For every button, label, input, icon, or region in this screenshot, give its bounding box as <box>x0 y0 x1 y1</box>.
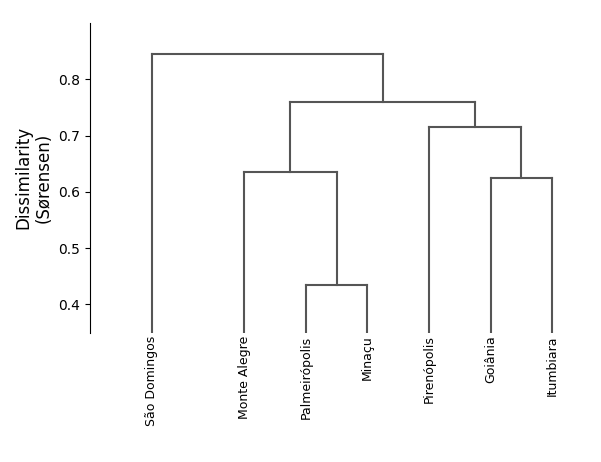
Text: Pirenópolis: Pirenópolis <box>423 335 436 403</box>
Text: São Domingos: São Domingos <box>145 335 158 426</box>
Text: Minaçu: Minaçu <box>361 335 374 380</box>
Y-axis label: Dissimilarity
(Sørensen): Dissimilarity (Sørensen) <box>14 126 53 230</box>
Text: Monte Alegre: Monte Alegre <box>237 335 251 419</box>
Text: Itumbiara: Itumbiara <box>546 335 559 396</box>
Text: Palmeirópolis: Palmeirópolis <box>299 335 313 419</box>
Text: Goiânia: Goiânia <box>484 335 497 383</box>
